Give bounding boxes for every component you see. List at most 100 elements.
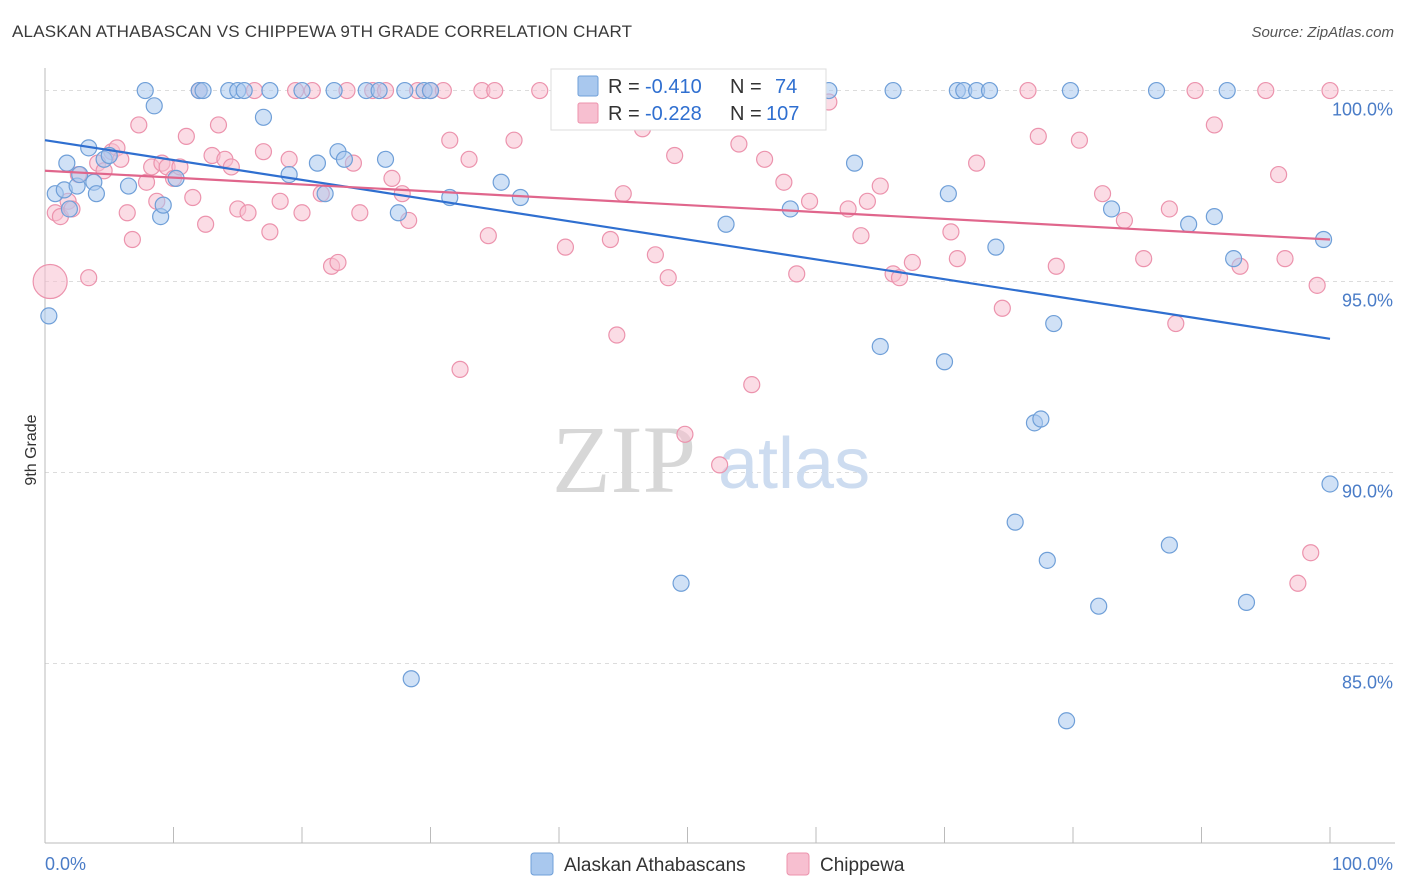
chippewa-point <box>486 81 504 100</box>
chippewa-point <box>293 204 311 222</box>
athabascan-point <box>1038 551 1056 569</box>
athabascan-point <box>939 185 957 203</box>
chippewa-point <box>858 192 877 210</box>
athabascan-point <box>396 81 414 100</box>
athabascan-point <box>672 574 690 592</box>
watermark: ZIP atlas <box>552 406 870 513</box>
athabascan-point <box>261 81 279 100</box>
chippewa-point <box>614 185 632 203</box>
chippewa-point <box>903 253 921 272</box>
chippewa-point <box>1047 257 1065 275</box>
y-axis-label: 9th Grade <box>23 414 40 485</box>
athabascan-point <box>1061 81 1080 100</box>
athabascan-point <box>293 81 311 100</box>
chippewa-point <box>1135 250 1153 268</box>
athabascan-point <box>845 154 864 172</box>
athabascan-point <box>335 150 354 168</box>
chippewa-point <box>479 227 497 245</box>
chippewa-point <box>460 150 478 168</box>
chippewa-point <box>1276 250 1294 268</box>
athabascan-point <box>280 165 298 184</box>
legend-swatch-pink <box>577 102 599 124</box>
chippewa-point <box>271 192 289 210</box>
chippewa-point <box>1019 81 1037 100</box>
athabascan-point <box>871 337 889 356</box>
chippewa-point <box>1321 81 1339 100</box>
athabascan-point <box>935 353 954 371</box>
athabascan-point <box>1180 215 1198 233</box>
x-tick-label-max: 100.0% <box>1332 854 1393 874</box>
chippewa-point <box>1269 165 1288 184</box>
chippewa-point <box>608 326 626 344</box>
chippewa-point <box>1160 200 1178 218</box>
athabascan-point <box>1218 81 1236 100</box>
chippewa-point <box>755 150 774 168</box>
athabascan-point <box>325 81 343 100</box>
tick-labels: 100.0% 95.0% 90.0% 85.0% 0.0% 100.0% <box>45 100 1393 874</box>
chippewa-point <box>711 456 729 474</box>
athabascan-point <box>492 173 510 191</box>
chippewa-point <box>1205 116 1223 134</box>
athabascan-point <box>254 108 273 126</box>
watermark-atlas: atlas <box>718 424 870 504</box>
athabascan-point <box>376 150 395 168</box>
chippewa-point <box>137 173 156 191</box>
chippewa-point <box>1186 81 1204 100</box>
chippewa-point <box>130 116 148 134</box>
athabascan-point <box>154 196 172 214</box>
legend-label-chippewa: Chippewa <box>820 855 905 876</box>
athabascan-point <box>136 81 154 100</box>
athabascan-point <box>60 200 79 218</box>
legend-n-label-1: N = <box>730 76 762 98</box>
chippewa-point <box>329 253 347 272</box>
athabascan-point <box>389 204 407 222</box>
athabascan-point <box>58 154 76 172</box>
legend-r-value-2: -0.228 <box>645 103 702 125</box>
chippewa-point <box>659 269 677 287</box>
y-tick-label-3: 85.0% <box>1342 672 1393 692</box>
stats-legend: R = -0.410 N = 74 R = -0.228 N = 107 <box>550 68 827 131</box>
source-label: Source: ZipAtlas.com <box>1251 24 1394 41</box>
chippewa-point <box>743 376 761 394</box>
athabascan-point <box>1225 250 1243 268</box>
chippewa-point <box>775 173 793 191</box>
chippewa-point <box>451 360 469 378</box>
athabascan-trend-line <box>44 139 1331 340</box>
chippewa-point <box>1070 131 1089 149</box>
trend-lines <box>44 139 1331 340</box>
chippewa-point <box>1029 127 1047 145</box>
chippewa-point <box>239 204 257 222</box>
chippewa-point <box>788 265 806 283</box>
chippewa-point <box>197 215 215 233</box>
athabascan-point <box>884 81 902 100</box>
chippewa-point <box>1308 276 1326 294</box>
legend-n-value-1: 74 <box>775 76 797 98</box>
athabascan-point <box>980 81 999 100</box>
athabascan-point <box>1237 593 1256 611</box>
legend-r-value-1: -0.410 <box>645 76 702 98</box>
series-legend: Alaskan Athabascans Chippewa <box>530 852 905 876</box>
chippewa-point <box>184 188 202 207</box>
athabascan-point <box>1032 410 1050 428</box>
legend-n-label-2: N = <box>730 103 762 125</box>
chippewa-point <box>1289 574 1307 592</box>
chippewa-point <box>118 204 136 222</box>
chippewa-point <box>1257 81 1275 100</box>
x-tick-label-min: 0.0% <box>45 854 86 874</box>
athabascan-point <box>119 177 138 195</box>
chippewa-point <box>601 230 620 249</box>
chippewa-point <box>505 131 523 149</box>
chippewa-point <box>948 250 966 268</box>
athabascan-point <box>87 185 106 203</box>
chippewa-point <box>32 263 68 300</box>
athabascan-point <box>308 154 327 172</box>
chippewa-point <box>351 204 369 222</box>
chippewa-point <box>280 150 298 168</box>
chippewa-point <box>441 131 459 149</box>
chippewa-point <box>531 81 549 100</box>
chippewa-point <box>852 227 870 245</box>
athabascan-point <box>987 238 1005 256</box>
athabascan-point <box>194 81 212 100</box>
chippewa-point <box>942 223 960 241</box>
